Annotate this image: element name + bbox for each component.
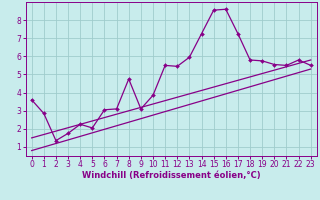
X-axis label: Windchill (Refroidissement éolien,°C): Windchill (Refroidissement éolien,°C) — [82, 171, 260, 180]
